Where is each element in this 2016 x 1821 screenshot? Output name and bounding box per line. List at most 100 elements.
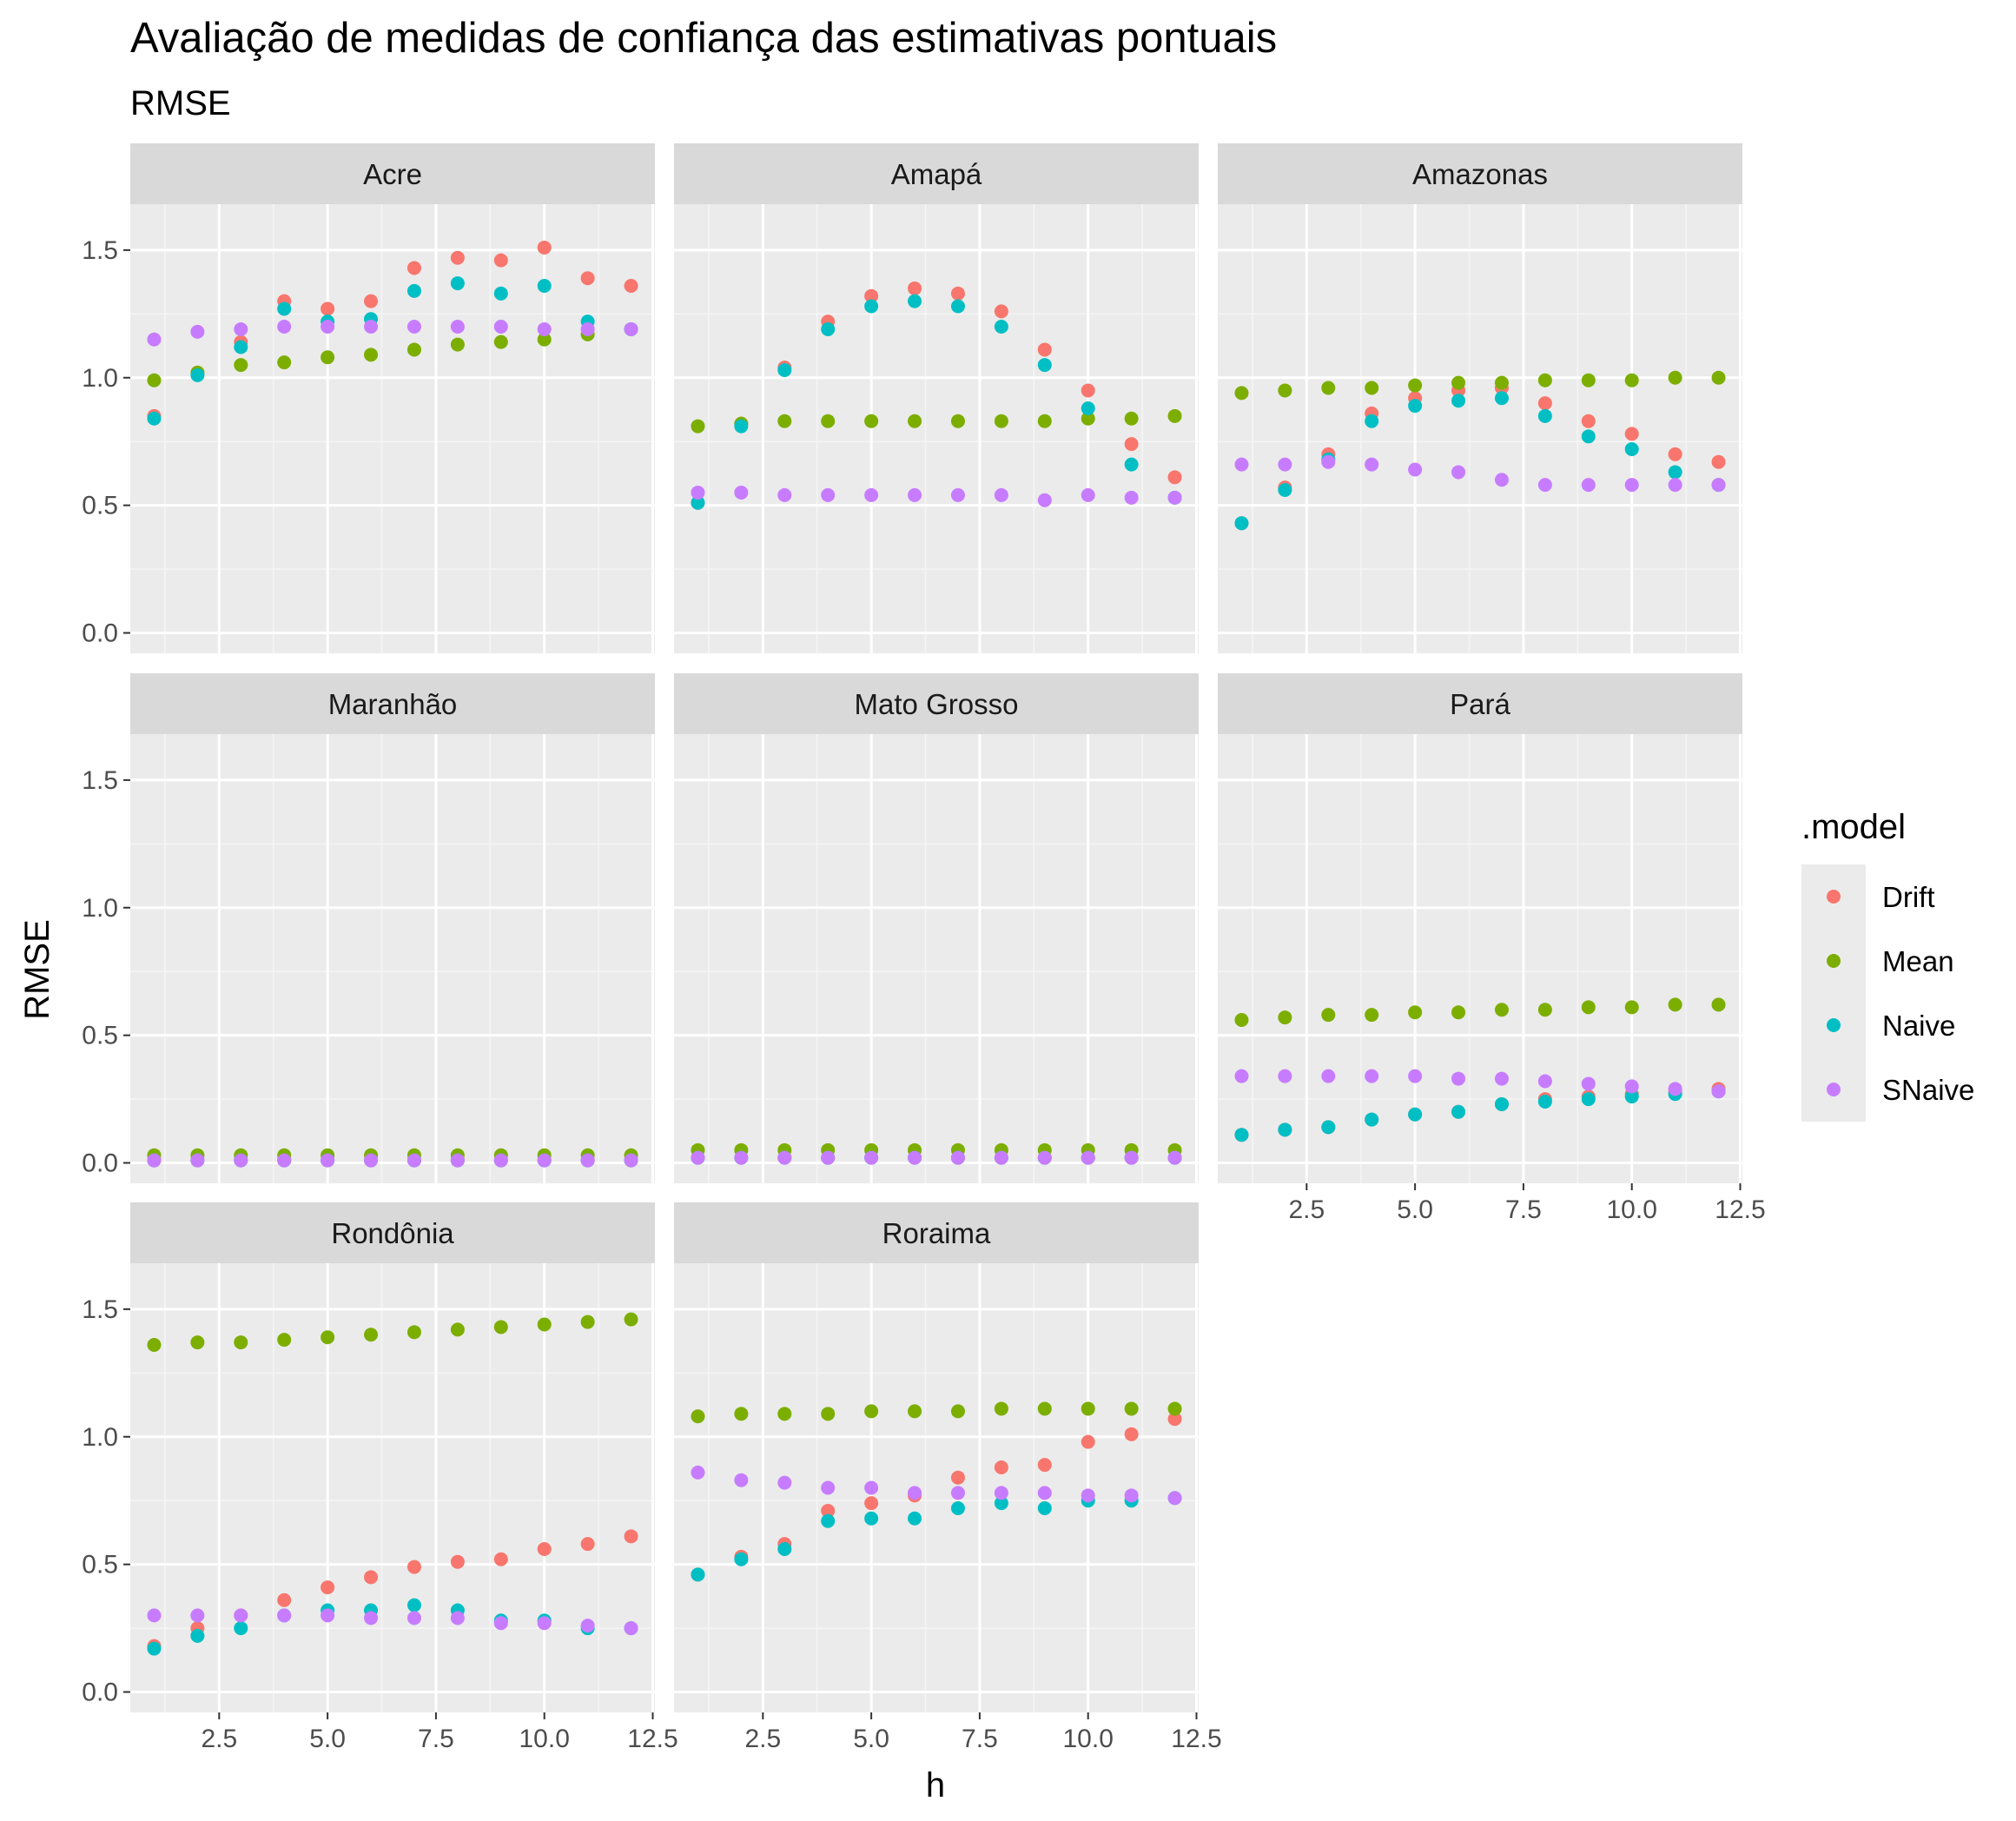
- y-tick-label: 1.0: [82, 364, 118, 393]
- point-snaive: [777, 1150, 792, 1165]
- x-tick-label: 5.0: [853, 1725, 889, 1753]
- point-mean: [1581, 1000, 1596, 1015]
- point-drift: [1037, 1458, 1052, 1473]
- point-snaive: [407, 1153, 421, 1168]
- point-mean: [234, 1335, 248, 1350]
- point-mean: [821, 414, 836, 428]
- legend-key-mean: [1827, 954, 1841, 968]
- facet-strip: [1218, 143, 1742, 204]
- point-naive: [1624, 1089, 1639, 1104]
- point-naive: [1451, 1104, 1466, 1119]
- y-tick-label: 0.5: [82, 492, 118, 520]
- point-snaive: [493, 320, 508, 334]
- facet-panels: Acre 0.0 0.5 1.0 1.5 Amapá Amazonas Maranhão 0.0…: [82, 143, 1766, 1753]
- point-drift: [407, 261, 421, 275]
- point-snaive: [1624, 478, 1639, 493]
- point-naive: [950, 299, 965, 314]
- point-snaive: [1581, 478, 1596, 493]
- point-naive: [234, 1621, 248, 1636]
- point-drift: [994, 1460, 1008, 1474]
- x-tick-label: 7.5: [1505, 1195, 1542, 1224]
- y-tick-label: 1.5: [82, 236, 118, 265]
- point-mean: [908, 1404, 922, 1419]
- point-drift: [321, 1580, 335, 1595]
- point-mean: [1081, 1401, 1095, 1416]
- facet-amapa: Amapá: [674, 143, 1199, 653]
- point-drift: [1124, 437, 1139, 452]
- point-snaive: [234, 1153, 248, 1168]
- point-naive: [691, 495, 705, 510]
- point-snaive: [147, 1153, 162, 1168]
- y-tick-label: 1.0: [82, 894, 118, 923]
- point-mean: [1037, 414, 1052, 428]
- point-snaive: [450, 1611, 465, 1626]
- point-naive: [1234, 1128, 1249, 1142]
- panel-background: [130, 204, 655, 653]
- point-naive: [777, 362, 792, 377]
- point-mean: [321, 350, 335, 365]
- point-snaive: [1537, 1074, 1552, 1089]
- point-mean: [147, 373, 162, 387]
- point-mean: [1711, 370, 1726, 385]
- point-mean: [1711, 997, 1726, 1012]
- y-axis-title: RMSE: [18, 919, 56, 1020]
- point-mean: [1081, 411, 1095, 426]
- point-snaive: [1451, 1071, 1466, 1086]
- point-snaive: [691, 1465, 705, 1480]
- point-drift: [1081, 1434, 1095, 1449]
- point-snaive: [624, 321, 638, 336]
- facet-strip: [130, 143, 655, 204]
- chart-title: Avaliação de medidas de confiança das es…: [130, 15, 1277, 62]
- point-drift: [821, 1503, 836, 1518]
- point-naive: [147, 1641, 162, 1656]
- point-snaive: [1668, 478, 1682, 493]
- legend-label: Naive: [1882, 1010, 1955, 1042]
- point-snaive: [734, 485, 749, 500]
- series-snaive: [147, 1608, 638, 1636]
- point-snaive: [364, 1611, 379, 1626]
- panel-background: [130, 1263, 655, 1712]
- series-snaive: [1234, 454, 1726, 493]
- point-snaive: [1167, 490, 1182, 505]
- point-naive: [777, 1542, 792, 1556]
- facet-label: Roraima: [882, 1217, 991, 1249]
- point-naive: [734, 1552, 749, 1566]
- point-mean: [1124, 411, 1139, 426]
- point-mean: [493, 334, 508, 349]
- point-mean: [1537, 373, 1552, 387]
- point-snaive: [908, 487, 922, 502]
- y-tick-label: 1.5: [82, 766, 118, 795]
- point-snaive: [1494, 1071, 1509, 1086]
- point-snaive: [450, 320, 465, 334]
- point-mean: [1624, 373, 1639, 387]
- y-tick-label: 0.0: [82, 619, 118, 648]
- x-tick-label: 12.5: [1715, 1195, 1765, 1224]
- legend-label: SNaive: [1882, 1074, 1974, 1106]
- point-naive: [908, 294, 922, 308]
- series-mean: [147, 1312, 638, 1352]
- point-mean: [1278, 1010, 1292, 1025]
- point-mean: [147, 1338, 162, 1352]
- point-snaive: [624, 1621, 638, 1636]
- y-tick-label: 1.0: [82, 1423, 118, 1452]
- point-snaive: [1081, 1488, 1095, 1503]
- point-snaive: [1124, 1488, 1139, 1503]
- point-naive: [821, 1513, 836, 1528]
- point-drift: [493, 253, 508, 268]
- point-naive: [1037, 358, 1052, 373]
- point-mean: [1234, 386, 1249, 401]
- point-mean: [450, 337, 465, 352]
- point-naive: [277, 301, 292, 316]
- point-snaive: [777, 487, 792, 502]
- series-snaive: [147, 320, 638, 347]
- point-mean: [1537, 1003, 1552, 1017]
- panel-background: [674, 734, 1199, 1183]
- legend-label: Drift: [1882, 881, 1935, 913]
- point-drift: [580, 1537, 595, 1552]
- point-snaive: [1081, 1150, 1095, 1165]
- point-snaive: [821, 1150, 836, 1165]
- panel-background: [674, 204, 1199, 653]
- legend-item-drift: Drift: [1827, 881, 1935, 913]
- point-snaive: [1408, 462, 1423, 477]
- series-mean: [691, 1401, 1182, 1424]
